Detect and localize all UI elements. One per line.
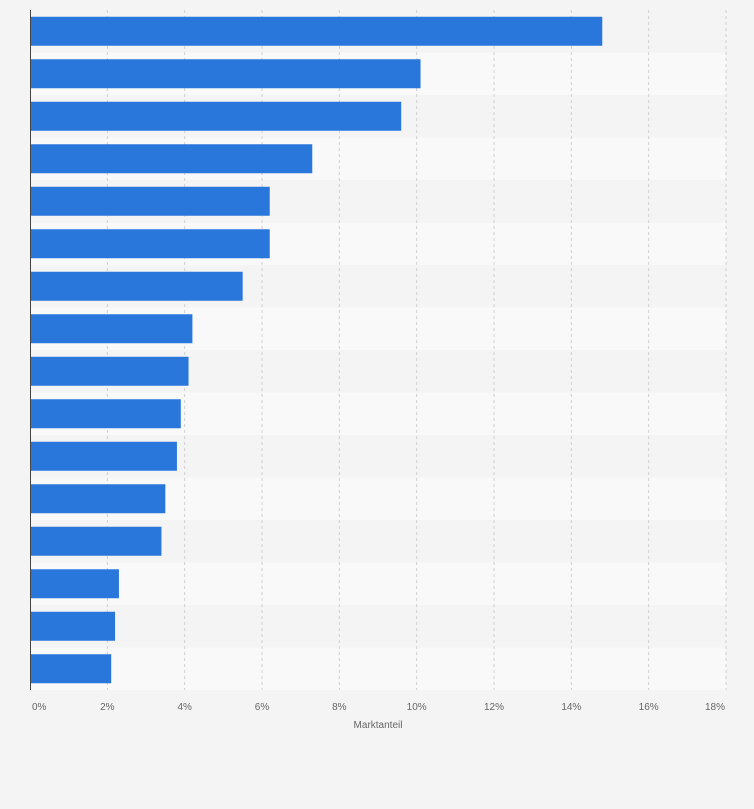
x-tick-label: 6% [255,702,270,713]
bar [30,16,603,46]
x-tick-label: 2% [100,702,115,713]
x-tick-label: 8% [332,702,347,713]
bar [30,271,243,301]
bar [30,356,189,386]
bar [30,526,162,556]
bar [30,399,181,429]
x-tick-label: 10% [407,702,427,713]
x-axis-title: Marktanteil [354,720,403,731]
bar [30,144,313,174]
bar [30,611,116,641]
bar [30,569,119,599]
bar [30,59,421,89]
x-tick-label: 14% [561,702,581,713]
bar [30,229,270,259]
x-tick-label: 0% [32,702,47,713]
bar [30,484,166,514]
row-band [30,605,726,648]
row-band [30,562,726,605]
bar [30,654,112,684]
bar [30,186,270,216]
row-band [30,647,726,690]
x-tick-label: 16% [639,702,659,713]
x-tick-label: 12% [484,702,504,713]
x-tick-label: 18% [705,702,725,713]
x-tick-label: 4% [177,702,192,713]
bar [30,314,193,344]
bar [30,101,402,131]
bar [30,441,177,471]
